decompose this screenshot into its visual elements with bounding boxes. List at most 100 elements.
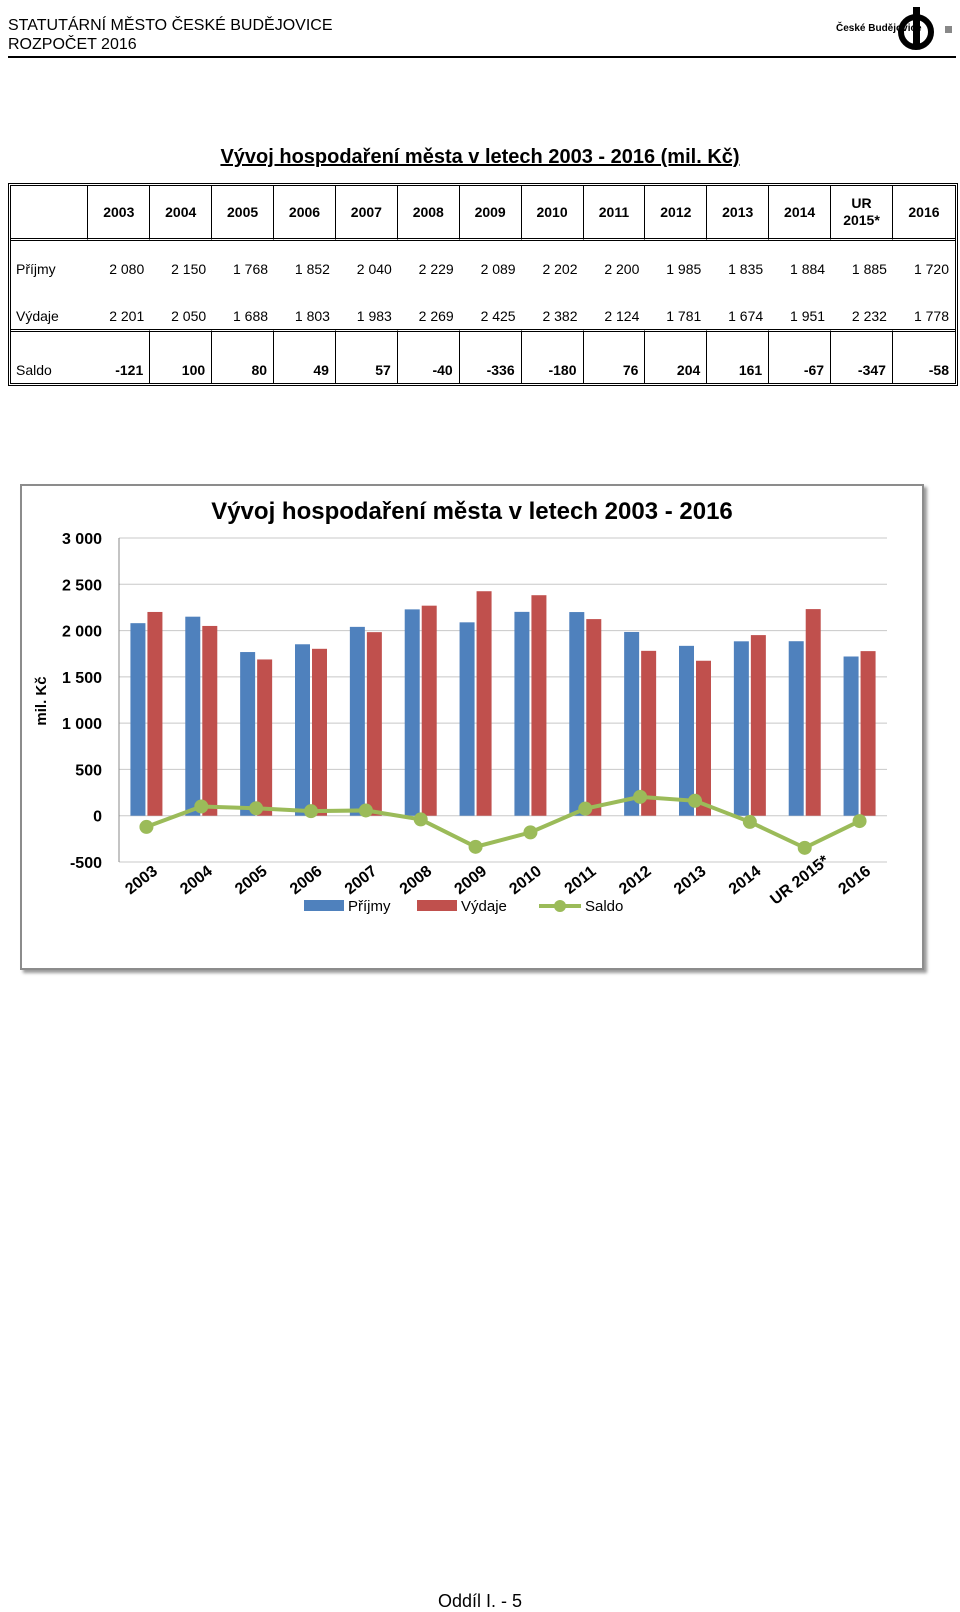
- table-cell: -180: [521, 329, 584, 383]
- y-tick-label: 1 500: [62, 670, 102, 687]
- header-city: STATUTÁRNÍ MĚSTO ČESKÉ BUDĚJOVICE: [8, 17, 333, 34]
- x-tick-label: 2010: [506, 863, 545, 898]
- year-header: 2009: [459, 186, 522, 241]
- table-cell: 204: [645, 329, 708, 383]
- y-tick-label: 500: [75, 762, 102, 779]
- table-cell: -347: [831, 329, 893, 383]
- table-cell: 1 768: [233, 261, 269, 277]
- table-cell: 2 232: [851, 308, 887, 324]
- budget-table-wrap: 2003 2004 2005 2006 2007 2008 2009 2010 2011 2012…: [8, 183, 958, 386]
- budget-table: 2003 2004 2005 2006 2007 2008 2009 2010 2011 2012…: [8, 183, 958, 386]
- bar-prijmy: [624, 631, 640, 816]
- bar-prijmy: [295, 644, 310, 816]
- table-row: Saldo -121 100 80 49 57 -40 -336 -180 76 204 161 -67…: [11, 329, 955, 383]
- table-cell: 100: [150, 329, 213, 383]
- bar-prijmy: [404, 609, 420, 816]
- row-label: Saldo: [11, 329, 89, 383]
- header-budget: ROZPOČET 2016: [8, 36, 137, 53]
- year-header: 2004: [150, 186, 213, 241]
- bar-vydaje: [476, 591, 492, 816]
- year-header: 2011: [583, 186, 646, 241]
- table-header-row: 2003 2004 2005 2006 2007 2008 2009 2010 2011 2012…: [11, 186, 955, 241]
- legend-label: Výdaje: [461, 898, 507, 915]
- table-cell: 1 951: [790, 308, 826, 324]
- bar-prijmy: [185, 616, 201, 816]
- saldo-point: [633, 789, 648, 804]
- saldo-point: [194, 799, 209, 814]
- table-cell: 1 674: [728, 308, 764, 324]
- year-header: 2008: [397, 186, 460, 241]
- table-cell: 1 835: [728, 261, 764, 277]
- bar-prijmy: [349, 626, 365, 816]
- table-cell: 49: [274, 329, 336, 383]
- x-tick-label: 2014: [726, 863, 765, 898]
- x-tick-label: 2006: [287, 863, 326, 898]
- table-cell: 1 778: [913, 308, 949, 324]
- table-row: Výdaje 2 201 2 050 1 688 1 803 1 983 2 269 2 42…: [11, 282, 955, 329]
- legend-swatch: [417, 900, 457, 911]
- bar-prijmy: [459, 622, 475, 816]
- page-footer: Oddíl I. - 5: [437, 1591, 523, 1611]
- table-cell: 2 200: [604, 261, 640, 277]
- table-cell: 1 803: [294, 308, 330, 324]
- table-cell: -336: [459, 329, 522, 383]
- table-cell: 57: [335, 329, 398, 383]
- bar-prijmy: [569, 612, 585, 816]
- x-tick-label: 2008: [397, 863, 436, 898]
- table-cell: -58: [892, 329, 955, 383]
- saldo-point: [523, 825, 538, 840]
- bar-prijmy: [130, 623, 146, 816]
- x-tick-label: 2012: [616, 863, 655, 898]
- table-cell: 2 124: [604, 308, 640, 324]
- legend-label: Příjmy: [348, 898, 391, 915]
- document-header: STATUTÁRNÍ MĚSTO ČESKÉ BUDĚJOVICE ROZPOČ…: [8, 16, 333, 54]
- page-title: Vývoj hospodaření města v letech 2003 - …: [220, 146, 740, 168]
- table-cell: 1 983: [356, 308, 392, 324]
- bar-prijmy: [240, 652, 256, 816]
- bar-prijmy: [788, 641, 804, 816]
- x-tick-label: UR 2015*: [767, 852, 833, 909]
- table-cell: -40: [397, 329, 460, 383]
- year-header: 2012: [645, 186, 708, 241]
- year-header-line: 2015*: [843, 212, 880, 228]
- table-cell: 76: [583, 329, 646, 383]
- table-cell: 2 201: [109, 308, 145, 324]
- table-cell: 2 202: [542, 261, 578, 277]
- table-cell: 2 425: [480, 308, 516, 324]
- chart-frame: Vývoj hospodaření města v letech 2003 - …: [20, 484, 924, 970]
- table-cell: -67: [769, 329, 832, 383]
- bar-vydaje: [696, 660, 711, 816]
- bar-vydaje: [312, 648, 327, 816]
- bar-prijmy: [733, 641, 749, 816]
- bar-vydaje: [641, 650, 657, 816]
- x-tick-label: 2011: [562, 863, 600, 898]
- table-corner-cell: [11, 186, 89, 241]
- y-tick-label: 0: [93, 809, 102, 826]
- year-header: UR 2015*: [831, 186, 893, 241]
- table-cell: 2 150: [171, 261, 207, 277]
- table-cell: 1 884: [790, 261, 826, 277]
- x-tick-label: 2013: [671, 863, 710, 898]
- saldo-point: [578, 801, 593, 816]
- x-tick-label: 2003: [122, 863, 161, 898]
- header-rule: [8, 56, 956, 58]
- table-cell: 161: [707, 329, 770, 383]
- saldo-point: [688, 793, 702, 808]
- saldo-point: [797, 840, 812, 855]
- table-cell: 2 269: [418, 308, 454, 324]
- row-label: Výdaje: [16, 308, 59, 324]
- saldo-point: [139, 819, 154, 834]
- table-cell: 2 382: [542, 308, 578, 324]
- table-cell: 1 885: [851, 261, 887, 277]
- year-header: 2003: [88, 186, 151, 241]
- city-logo: České Budějovice: [836, 5, 954, 53]
- table-row: Příjmy 2 080 2 150 1 768 1 852 2 040 2 229 2 08…: [11, 241, 955, 282]
- saldo-point: [413, 812, 428, 827]
- budget-chart: Vývoj hospodaření města v letech 2003 - …: [33, 498, 887, 915]
- chart-title: Vývoj hospodaření města v letech 2003 - …: [211, 498, 733, 525]
- row-label: Příjmy: [16, 261, 56, 277]
- bar-vydaje: [421, 605, 437, 816]
- saldo-point: [468, 839, 483, 854]
- bar-prijmy: [514, 611, 530, 816]
- year-header: 2014: [769, 186, 832, 241]
